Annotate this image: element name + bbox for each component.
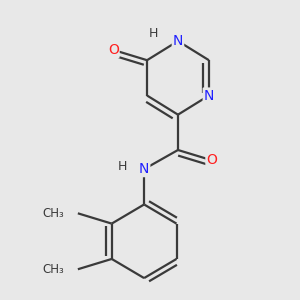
Text: O: O [206, 153, 217, 167]
Text: N: N [173, 34, 183, 48]
Text: O: O [108, 43, 118, 57]
Text: CH₃: CH₃ [42, 207, 64, 220]
Text: N: N [204, 88, 214, 103]
Text: N: N [139, 162, 149, 176]
Text: H: H [148, 27, 158, 40]
Text: H: H [117, 160, 127, 173]
Text: CH₃: CH₃ [42, 263, 64, 276]
